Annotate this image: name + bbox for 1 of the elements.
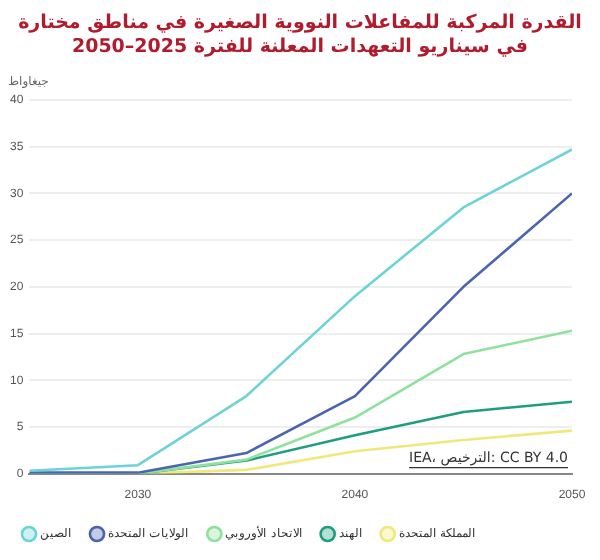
chart-title: القدرة المركبة للمفاعلات النووية الصغيرة في مناطق مختارة في سيناريو التعهدات المعلنة للفترة 2025–2050 bbox=[16, 10, 584, 62]
